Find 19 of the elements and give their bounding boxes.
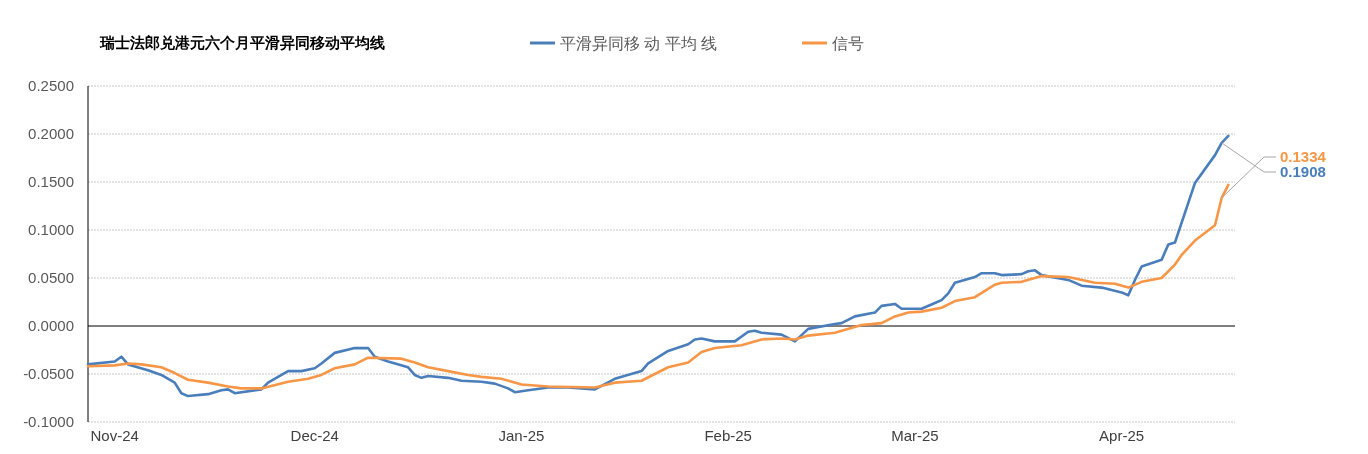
y-tick-label: 0.0500 <box>28 269 74 286</box>
data-label: 0.1908 <box>1280 163 1326 180</box>
y-tick-label: 0.1500 <box>28 173 74 190</box>
y-tick-label: -0.0500 <box>23 365 74 382</box>
x-tick-label: Mar-25 <box>891 427 939 444</box>
x-tick-label: Dec-24 <box>290 427 339 444</box>
x-tick-label: Feb-25 <box>704 427 752 444</box>
legend-label: 平滑异同移 动 平均 线 <box>560 35 718 52</box>
x-tick-label: Apr-25 <box>1099 427 1145 444</box>
y-tick-label: 0.2500 <box>28 77 74 94</box>
x-tick-label: Jan-25 <box>498 427 545 444</box>
y-tick-label: -0.1000 <box>23 413 74 430</box>
legend-label: 信号 <box>832 35 864 52</box>
chart-title: 瑞士法郎兑港元六个月平滑异同移动平均线 <box>99 34 385 51</box>
y-tick-label: 0.0000 <box>28 317 74 334</box>
x-tick-label: Nov-24 <box>90 427 139 444</box>
y-tick-label: 0.1000 <box>28 221 74 238</box>
data-label: 0.1334 <box>1280 148 1327 165</box>
y-tick-label: 0.2000 <box>28 125 74 142</box>
